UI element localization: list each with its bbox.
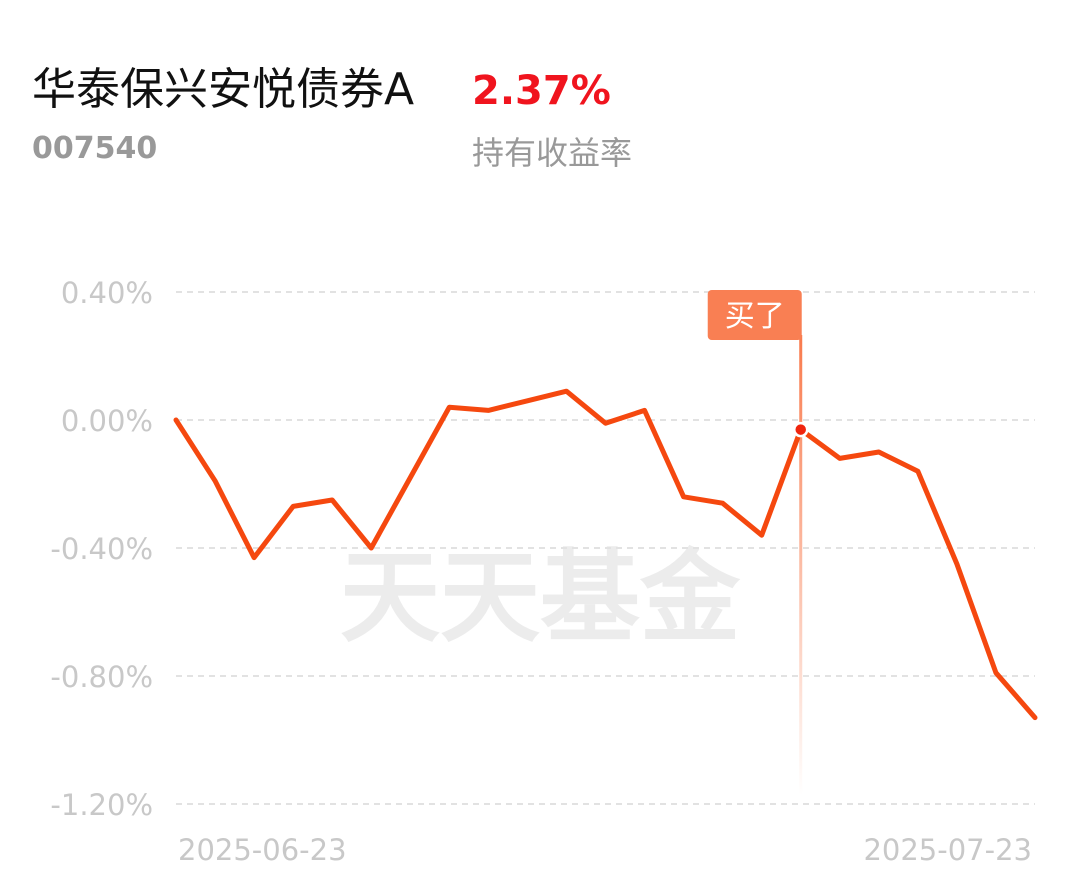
fund-name: 华泰保兴安悦债券A [32, 64, 414, 115]
chart: 0.40% 0.00% -0.40% -0.80% -1.20% 2025-06-23 20… [50, 276, 1038, 867]
watermark: 天天基金 [340, 539, 741, 656]
fund-code: 007540 [32, 131, 157, 166]
buy-point [792, 421, 809, 438]
line [173, 388, 1038, 721]
buy-marker-label: 买了 [725, 299, 785, 334]
y-tick-label: 0.40% [61, 276, 153, 310]
y-tick-label: -0.40% [50, 532, 153, 566]
y-tick-label: 0.00% [61, 404, 153, 438]
holding-return: 2.37% [472, 68, 611, 114]
buy-marker-box [707, 290, 802, 340]
x-tick-label: 2025-06-23 [178, 833, 347, 867]
y-tick-label: -0.80% [50, 660, 153, 694]
holding-return-label: 持有收益率 [472, 134, 632, 172]
x-tick-label: 2025-07-23 [863, 833, 1032, 867]
y-tick-label: -1.20% [50, 788, 153, 822]
buy-marker-line [799, 335, 803, 795]
